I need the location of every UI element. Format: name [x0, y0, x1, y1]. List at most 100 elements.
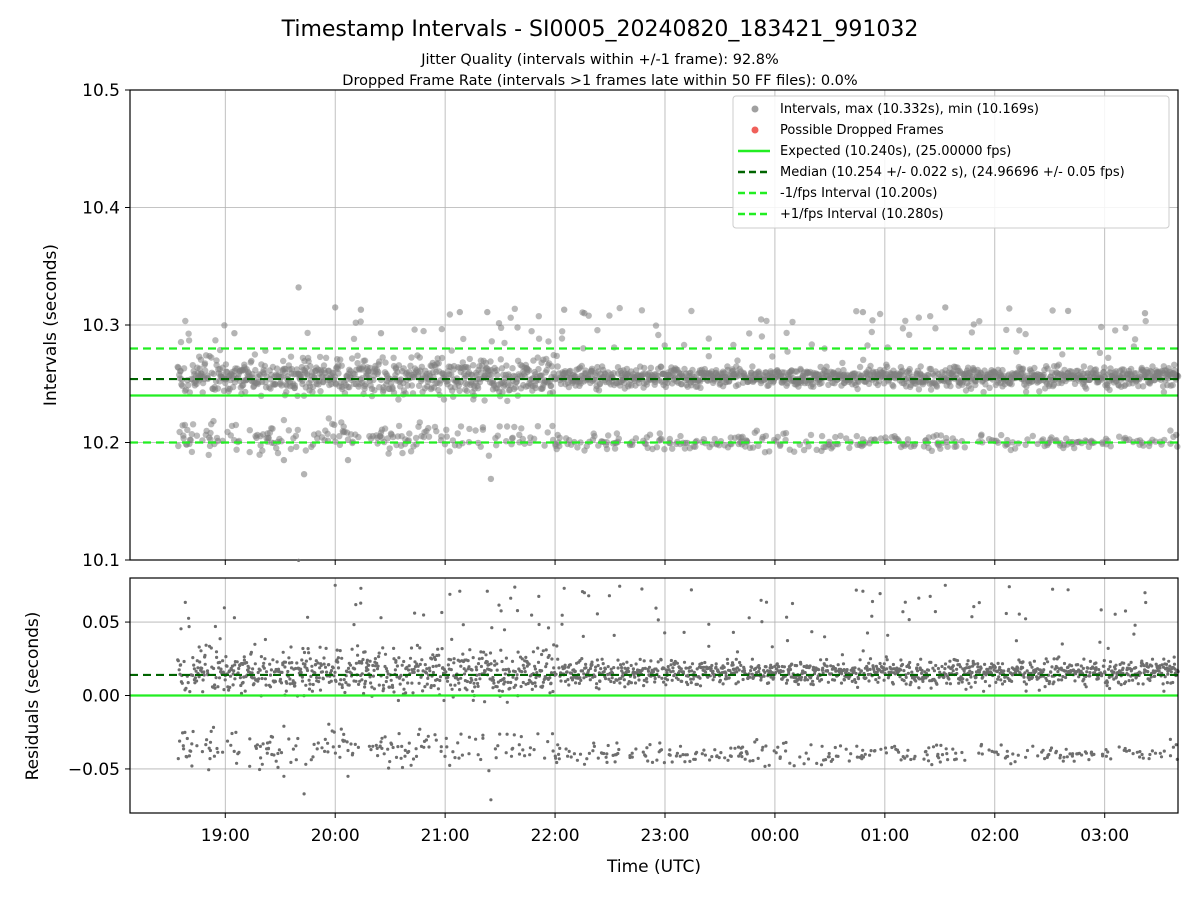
residual-point	[945, 681, 949, 685]
interval-point	[808, 341, 815, 348]
residual-point	[217, 676, 222, 680]
interval-point	[937, 432, 945, 439]
residual-point	[940, 664, 944, 669]
residual-point	[496, 680, 500, 684]
residual-point	[397, 656, 401, 660]
interval-point	[340, 423, 347, 430]
residual-point	[261, 742, 265, 746]
interval-point	[553, 352, 560, 360]
interval-point	[581, 310, 588, 317]
residual-point	[319, 663, 323, 668]
residual-point	[870, 614, 874, 618]
residual-point	[926, 668, 931, 672]
residual-point	[332, 674, 336, 678]
residual-point	[243, 689, 247, 693]
residual-point	[827, 755, 831, 759]
residual-point	[579, 678, 583, 683]
residual-point	[297, 558, 301, 563]
residual-point	[825, 657, 829, 662]
residual-point	[445, 679, 450, 683]
residual-point	[398, 682, 402, 686]
interval-point	[1098, 323, 1105, 331]
interval-point	[185, 382, 192, 389]
residual-point	[1024, 682, 1028, 686]
residual-point	[983, 662, 987, 667]
residual-point	[241, 661, 245, 666]
residual-point	[983, 679, 988, 684]
residual-point	[274, 759, 278, 763]
residual-point	[760, 748, 764, 752]
residual-point	[461, 652, 465, 656]
residual-point	[700, 665, 704, 669]
interval-point	[509, 434, 516, 441]
residual-point	[483, 669, 487, 673]
residual-point	[1091, 666, 1095, 670]
residual-point	[191, 673, 195, 678]
residual-point	[377, 683, 381, 687]
residual-point	[329, 679, 333, 683]
residual-point	[353, 742, 357, 747]
residual-point	[1021, 666, 1025, 670]
interval-point	[998, 431, 1005, 439]
residual-point	[607, 594, 612, 598]
residual-point	[1132, 632, 1136, 636]
interval-point	[999, 366, 1006, 374]
interval-point	[837, 432, 844, 439]
residual-point	[680, 679, 684, 684]
residual-point	[396, 698, 400, 703]
residual-point	[381, 646, 385, 650]
residual-point	[422, 745, 426, 749]
residual-point	[662, 761, 667, 765]
residual-point	[376, 664, 380, 668]
interval-point	[1008, 381, 1015, 388]
residual-point	[560, 613, 564, 617]
residual-point	[790, 601, 795, 606]
interval-point	[420, 327, 427, 335]
residual-point	[833, 667, 838, 671]
interval-point	[346, 384, 353, 391]
residual-point	[312, 742, 316, 747]
residual-point	[646, 759, 650, 763]
residual-point	[958, 665, 963, 669]
interval-point	[543, 355, 550, 363]
residual-point	[668, 748, 672, 752]
residual-point	[739, 663, 743, 668]
residual-point	[272, 670, 277, 674]
residual-point	[981, 675, 985, 679]
interval-point	[915, 386, 923, 393]
residual-point	[1030, 675, 1035, 679]
interval-point	[362, 381, 369, 388]
residual-point	[515, 676, 519, 680]
residual-point	[394, 659, 398, 663]
residual-point	[725, 657, 730, 661]
residual-point	[1096, 677, 1100, 681]
interval-point	[769, 353, 776, 360]
residual-point	[436, 647, 440, 651]
interval-point	[753, 427, 760, 434]
residual-point	[265, 751, 269, 755]
interval-point	[463, 387, 471, 395]
residual-point	[933, 610, 938, 614]
residual-point	[336, 666, 341, 670]
residual-point	[710, 663, 714, 668]
residual-point	[438, 678, 442, 683]
residual-point	[596, 756, 600, 760]
residual-point	[314, 659, 318, 663]
interval-point	[440, 396, 448, 403]
residual-point	[489, 662, 493, 666]
residual-point	[293, 684, 297, 688]
residual-point	[874, 664, 879, 668]
residual-point	[784, 681, 789, 685]
residual-point	[962, 669, 966, 673]
residual-point	[362, 691, 366, 696]
residual-point	[479, 757, 483, 762]
residual-point	[301, 646, 305, 651]
residual-point	[1092, 671, 1097, 675]
interval-point	[976, 318, 983, 325]
residual-point	[527, 662, 531, 666]
interval-point	[1071, 444, 1078, 452]
residual-point	[649, 659, 653, 663]
residual-point	[528, 746, 533, 750]
residual-point	[792, 764, 796, 768]
residual-point	[838, 744, 843, 748]
